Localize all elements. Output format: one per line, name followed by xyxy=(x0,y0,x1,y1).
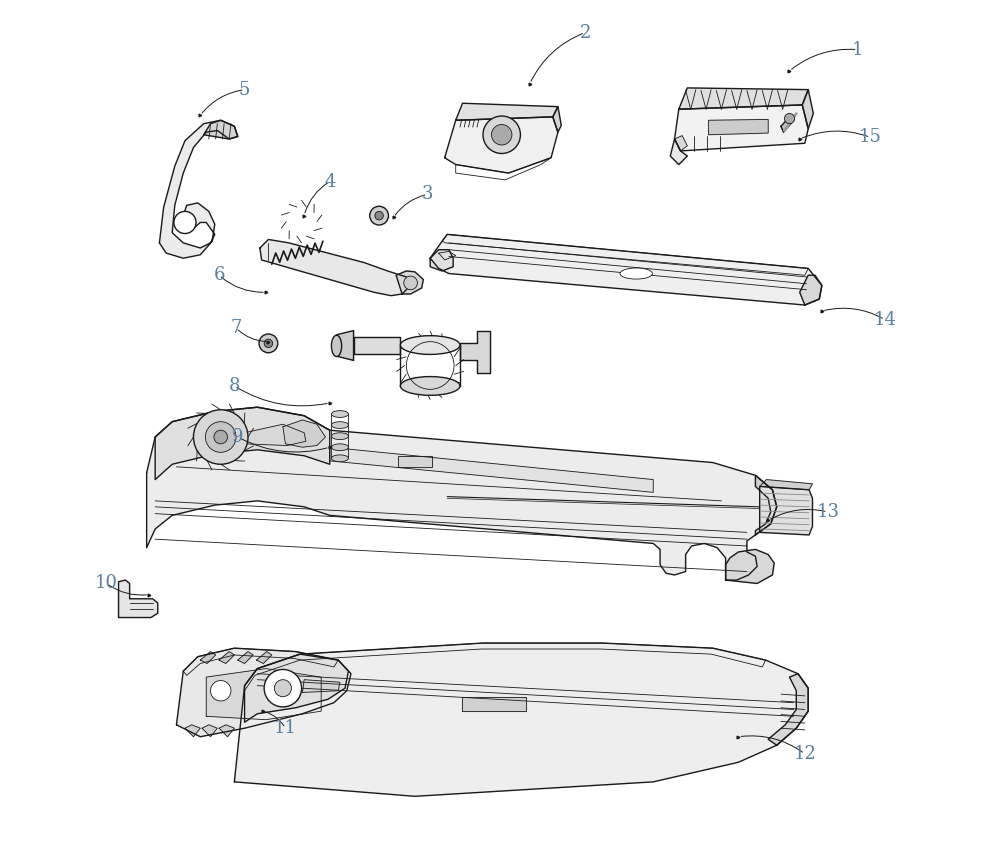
Text: 4: 4 xyxy=(324,172,335,190)
Polygon shape xyxy=(675,105,808,151)
Polygon shape xyxy=(330,447,653,493)
Circle shape xyxy=(784,113,795,123)
Polygon shape xyxy=(755,476,777,535)
Polygon shape xyxy=(219,725,234,737)
Polygon shape xyxy=(204,120,238,139)
Polygon shape xyxy=(709,119,768,135)
Polygon shape xyxy=(760,480,812,490)
Text: 11: 11 xyxy=(274,719,297,737)
Polygon shape xyxy=(302,680,340,692)
Polygon shape xyxy=(460,331,490,373)
Polygon shape xyxy=(119,580,158,618)
Polygon shape xyxy=(670,139,687,165)
Polygon shape xyxy=(256,651,272,663)
Polygon shape xyxy=(202,725,217,737)
Circle shape xyxy=(205,422,236,452)
Text: 7: 7 xyxy=(230,319,242,337)
Circle shape xyxy=(404,276,417,290)
Ellipse shape xyxy=(400,336,460,355)
Text: 10: 10 xyxy=(95,574,118,592)
Circle shape xyxy=(264,339,273,348)
Circle shape xyxy=(274,680,291,697)
Polygon shape xyxy=(234,643,808,796)
Polygon shape xyxy=(553,106,561,132)
Polygon shape xyxy=(445,117,558,173)
Polygon shape xyxy=(260,239,411,296)
Text: 14: 14 xyxy=(873,310,896,328)
Polygon shape xyxy=(185,725,200,737)
Circle shape xyxy=(193,410,248,464)
Polygon shape xyxy=(456,103,558,120)
Text: 12: 12 xyxy=(793,745,816,763)
Polygon shape xyxy=(238,651,253,663)
Text: 3: 3 xyxy=(422,185,433,203)
Circle shape xyxy=(211,680,231,701)
Polygon shape xyxy=(726,549,774,584)
Circle shape xyxy=(214,430,228,444)
Polygon shape xyxy=(679,88,808,109)
Polygon shape xyxy=(760,487,812,535)
Polygon shape xyxy=(802,90,813,129)
Polygon shape xyxy=(398,456,432,467)
Polygon shape xyxy=(781,115,794,132)
Polygon shape xyxy=(337,331,354,361)
Polygon shape xyxy=(675,135,687,151)
Text: 15: 15 xyxy=(859,129,882,147)
Polygon shape xyxy=(396,271,423,294)
Circle shape xyxy=(259,334,278,353)
Polygon shape xyxy=(147,407,777,580)
Circle shape xyxy=(283,686,300,703)
Polygon shape xyxy=(430,249,453,271)
Circle shape xyxy=(370,207,388,225)
Circle shape xyxy=(264,669,302,707)
Polygon shape xyxy=(354,337,400,354)
Polygon shape xyxy=(462,697,526,711)
Circle shape xyxy=(375,212,383,220)
Polygon shape xyxy=(159,120,238,258)
Circle shape xyxy=(174,212,196,233)
Circle shape xyxy=(483,116,520,153)
Polygon shape xyxy=(155,407,330,480)
Polygon shape xyxy=(245,424,306,446)
Polygon shape xyxy=(176,648,351,737)
Text: 8: 8 xyxy=(229,377,240,395)
Text: 13: 13 xyxy=(816,503,839,521)
Polygon shape xyxy=(768,674,808,746)
Polygon shape xyxy=(245,654,348,722)
Ellipse shape xyxy=(331,335,342,357)
Circle shape xyxy=(491,124,512,145)
Polygon shape xyxy=(200,651,216,663)
Text: 9: 9 xyxy=(232,428,244,446)
Ellipse shape xyxy=(331,433,348,440)
Polygon shape xyxy=(283,420,325,447)
Text: 1: 1 xyxy=(852,40,863,58)
Ellipse shape xyxy=(620,268,652,279)
Ellipse shape xyxy=(331,411,348,417)
Text: 5: 5 xyxy=(239,81,250,99)
Polygon shape xyxy=(219,651,234,663)
Text: 2: 2 xyxy=(579,24,591,42)
Text: 6: 6 xyxy=(213,267,225,285)
Polygon shape xyxy=(206,668,321,720)
Ellipse shape xyxy=(331,455,348,462)
Ellipse shape xyxy=(331,444,348,451)
Ellipse shape xyxy=(400,376,460,395)
Polygon shape xyxy=(800,275,822,305)
Ellipse shape xyxy=(331,422,348,428)
Polygon shape xyxy=(430,234,822,305)
